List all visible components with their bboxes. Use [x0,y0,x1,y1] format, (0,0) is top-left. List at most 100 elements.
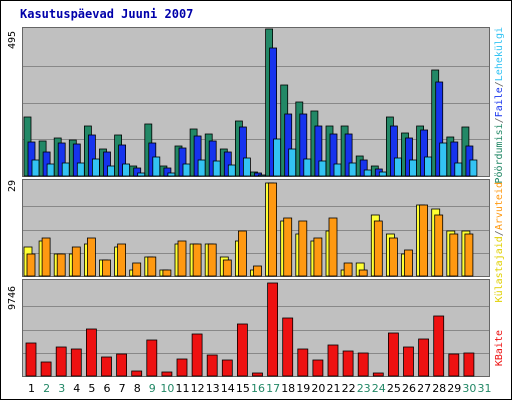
bar-kbaite-day-16 [252,372,263,377]
bar-arvuteid-day-30 [464,233,474,277]
bar-lehekulgi-day-4 [76,162,85,177]
legend-separator: / [494,81,505,87]
x-label-day-7: 7 [119,382,126,395]
bar-faile-day-6 [103,151,111,177]
bar-faile-day-11 [178,147,187,177]
bar-lehekulgi-day-24 [378,171,387,177]
x-label-day-28: 28 [432,382,446,395]
bars [23,28,478,377]
x-label-day-24: 24 [372,382,386,395]
x-label-day-27: 27 [417,382,431,395]
bottom-panel-max-label: 9746 [7,286,18,310]
bar-arvuteid-day-4 [71,246,81,277]
x-label-day-6: 6 [104,382,111,395]
bar-kbaite-day-4 [70,348,82,377]
bar-faile-day-27 [420,129,429,177]
bar-kbaite-day-7 [116,353,127,377]
legend-kbaite: KBaite [494,330,505,366]
x-label-day-29: 29 [447,382,461,395]
x-label-day-9: 9 [149,382,156,395]
legend-faile: Faile [494,87,505,117]
x-label-day-15: 15 [236,382,250,395]
bar-lehekulgi-day-2 [46,163,55,177]
x-label-day-25: 25 [387,382,401,395]
bar-arvuteid-day-18 [283,217,293,277]
bar-arvuteid-day-20 [313,237,323,277]
bar-faile-day-5 [88,134,96,177]
bar-faile-day-20 [314,125,323,177]
bar-faile-day-23 [359,159,368,177]
bar-kbaite-day-18 [282,317,294,377]
bar-lehekulgi-day-1 [31,159,40,177]
bar-arvuteid-day-3 [56,253,66,277]
bar-lehekulgi-day-17 [273,138,282,177]
bar-faile-day-28 [435,81,444,177]
x-label-day-1: 1 [28,382,35,395]
bar-arvuteid-day-19 [298,220,308,277]
x-label-day-14: 14 [221,382,235,395]
x-label-day-12: 12 [191,382,205,395]
bar-arvuteid-day-29 [449,233,459,277]
x-label-day-17: 17 [266,382,280,395]
bar-lehekulgi-day-3 [61,162,70,177]
legend-arvuteid: Arvuteid [494,182,505,230]
bar-kbaite-day-2 [40,361,52,377]
bar-arvuteid-day-21 [328,217,338,277]
legend-separator: / [494,230,505,236]
bar-kbaite-day-28 [433,315,445,377]
bar-arvuteid-day-10 [162,269,172,277]
bar-lehekulgi-day-19 [303,158,312,177]
x-label-day-26: 26 [402,382,416,395]
x-label-day-31: 31 [478,382,492,395]
x-label-day-18: 18 [281,382,295,395]
bar-lehekulgi-day-5 [92,158,100,177]
bar-kbaite-day-17 [267,282,279,377]
bar-faile-day-4 [72,143,81,177]
bar-arvuteid-day-11 [177,240,187,277]
legend-lehekulgi: Lehekülgi [494,27,505,81]
bar-faile-day-7 [118,144,126,177]
bar-lehekulgi-day-18 [288,148,297,177]
bar-arvuteid-day-25 [388,237,398,277]
bar-faile-day-15 [238,126,247,177]
bar-kbaite-day-19 [297,348,309,377]
bar-arvuteid-day-12 [192,243,202,277]
middle-panel-max-label: 29 [7,180,18,192]
bar-lehekulgi-day-25 [393,157,402,177]
bar-kbaite-day-22 [342,350,354,377]
bar-kbaite-day-21 [327,344,339,377]
bar-faile-day-26 [405,137,413,177]
legend-top: Pöördumisi/Faile/Lehekülgi [494,27,505,184]
bar-arvuteid-day-1 [26,253,36,277]
bar-faile-day-12 [193,135,202,177]
bar-kbaite-day-25 [387,332,399,377]
bar-arvuteid-day-14 [222,259,232,277]
bar-kbaite-day-30 [463,352,475,377]
bar-lehekulgi-day-9 [152,156,161,177]
bar-lehekulgi-day-28 [439,142,448,177]
bar-faile-day-21 [329,133,338,177]
bar-arvuteid-day-13 [207,243,217,277]
legend-poordumisi: Pöördumisi [494,123,505,183]
bar-arvuteid-day-7 [117,243,126,277]
bar-kbaite-day-24 [372,372,384,377]
x-label-day-30: 30 [462,382,476,395]
bar-arvuteid-day-16 [253,265,262,277]
bar-kbaite-day-15 [236,323,248,377]
bar-lehekulgi-day-14 [227,164,236,177]
bar-arvuteid-day-24 [373,220,383,277]
bar-lehekulgi-day-11 [182,163,191,177]
bar-lehekulgi-day-30 [469,159,478,177]
bar-kbaite-day-9 [146,339,158,377]
bar-kbaite-day-23 [357,352,369,377]
bar-kbaite-day-26 [403,346,414,377]
bar-lehekulgi-day-7 [122,163,130,177]
bar-arvuteid-day-2 [41,237,51,277]
x-label-day-20: 20 [311,382,325,395]
legend-separator: / [494,117,505,123]
bar-lehekulgi-day-15 [242,157,251,177]
bar-faile-day-18 [284,113,293,177]
bar-lehekulgi-day-10 [167,172,176,177]
